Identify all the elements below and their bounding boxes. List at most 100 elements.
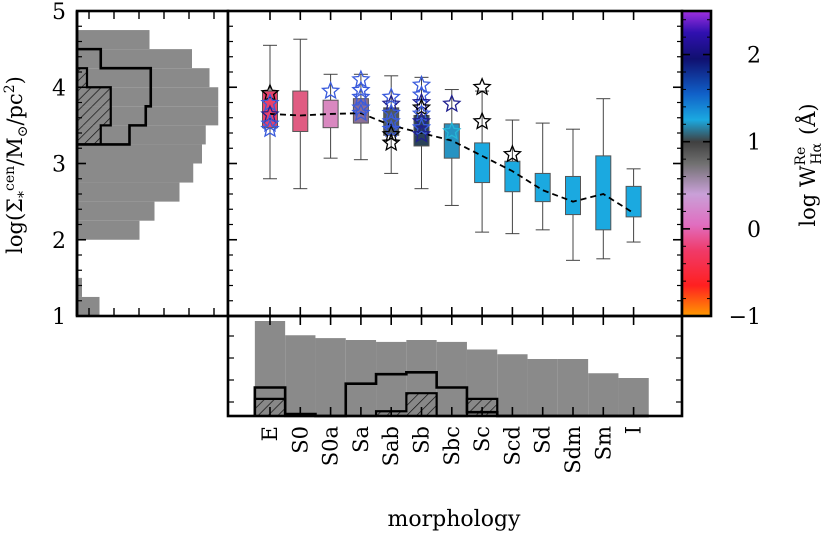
y-label-close: ) (3, 76, 27, 84)
left-hist-hatched-bar (77, 106, 111, 126)
outlier-star-Sab (381, 124, 401, 143)
box-iqr (565, 175, 581, 216)
left-hist-bar (77, 106, 219, 126)
x-tick-label: I (622, 426, 646, 434)
y-label-sun: ⊙ (15, 126, 31, 138)
left-hist-bar (77, 182, 180, 202)
bottom-hist-bar (497, 354, 528, 416)
outlier-star-E (260, 83, 280, 102)
y-label-mid: /M (3, 137, 27, 166)
box-iqr (595, 155, 612, 231)
y-label-tail: /pc (3, 93, 27, 125)
left-hist-bar (77, 68, 210, 88)
bottom-hist-bar (285, 335, 316, 416)
y-axis-label: log(Σ*cen/M⊙/pc2) (2, 76, 32, 254)
y-label-sub: * (16, 191, 32, 198)
box-Sd (534, 122, 551, 231)
bottom-hist-bar (436, 341, 467, 416)
outlier-star-Sab (381, 102, 401, 122)
left-hist-bar (77, 296, 100, 316)
cbar-label-prefix: log W (796, 165, 820, 226)
outlier-star-Sab (381, 93, 401, 113)
left-hist-bar (77, 125, 206, 145)
box-I (625, 168, 642, 243)
outlier-star-Sb (411, 124, 432, 143)
box-iqr (504, 160, 521, 193)
x-tick-label: Sa (349, 426, 373, 453)
box-iqr (625, 185, 642, 218)
x-axis-label: morphology (388, 507, 521, 532)
left-histogram-panel: 1 2 3 4 5 (52, 0, 230, 330)
y-tick-label: 4 (52, 76, 66, 101)
outlier-star-Sb (411, 117, 432, 136)
x-tick-label: Sdm (561, 426, 585, 474)
left-hist-bar (77, 49, 192, 69)
bottom-panel-frame (226, 314, 684, 418)
x-tick-label: Sab (379, 426, 403, 466)
y-tick-label: 1 (52, 305, 66, 330)
median-trend-line (269, 112, 635, 214)
outlier-star-Sb (411, 74, 432, 94)
outlier-star-E (260, 119, 280, 138)
outlier-star-S0a (320, 80, 341, 100)
box-Scd (504, 119, 521, 235)
outlier-star-E (260, 113, 280, 133)
box-Sm (595, 98, 612, 260)
box-Sdm (565, 128, 581, 261)
outlier-star-Sab (381, 86, 401, 106)
x-tick-label: Sm (591, 426, 615, 460)
box-S0 (292, 38, 309, 190)
left-hist-bar (77, 30, 150, 50)
bottom-hist-bar (345, 340, 377, 416)
cbar-label-sub: Hα (809, 142, 825, 164)
left-hist-hatched-bar (77, 87, 111, 107)
left-hist-bar (77, 220, 140, 240)
colorbar: −1 0 1 2 (680, 9, 761, 330)
y-tick-label: 2 (52, 229, 66, 254)
outlier-star-Sc (472, 77, 492, 96)
bottom-hist-bar (527, 359, 558, 416)
x-tick-label: Scd (500, 426, 524, 466)
y-label-sq: 2 (2, 84, 18, 93)
outlier-star-Sbc (442, 93, 462, 113)
outlier-star-E (260, 104, 280, 123)
left-hist-bar (77, 163, 194, 183)
y-label-prefix: log(Σ (3, 198, 27, 254)
left-hist-bar (77, 87, 219, 107)
outlier-star-Sa (351, 102, 371, 122)
outlier-star-Sa (351, 80, 371, 99)
x-tick-label: Sd (531, 426, 555, 454)
colorbar-label: log WReHα (Å) (793, 103, 825, 226)
colorbar-fill (680, 9, 713, 318)
x-tick-label: Sc (470, 426, 494, 452)
box-Sc (474, 90, 491, 233)
left-hist-hatched-bar (77, 68, 87, 88)
colorbar-tick-label: 0 (747, 218, 761, 243)
left-hist-bar (77, 144, 202, 164)
box-iqr (292, 90, 309, 132)
x-tick-label: Sbc (440, 426, 464, 466)
colorbar-tick-label: −1 (729, 305, 761, 330)
outlier-star-Sab (381, 132, 401, 152)
cbar-label-sup: Re (793, 147, 809, 166)
bottom-hist-hatched-bar (406, 393, 437, 416)
left-hist-hatched-bar (77, 125, 101, 145)
x-tick-label: E (258, 426, 282, 441)
colorbar-tick-label: 1 (747, 131, 761, 156)
colorbar-tick-label: 2 (747, 44, 761, 69)
y-tick-label: 5 (52, 0, 66, 25)
outlier-star-Scd (502, 144, 523, 163)
bottom-hist-bar (376, 341, 407, 416)
bottom-histogram-panel: E S0 S0a Sa Sab Sb Sbc Sc Scd Sd Sdm Sm I (226, 314, 684, 474)
outlier-star-Sbc (442, 121, 462, 140)
outlier-star-Sa (351, 97, 371, 117)
left-hist-bar (77, 201, 155, 221)
outlier-star-Sc (472, 111, 492, 130)
bottom-hist-bar (315, 338, 346, 416)
x-tick-label: Sb (410, 426, 434, 454)
box-iqr (534, 172, 551, 203)
x-tick-label: S0 (288, 426, 312, 454)
box-plot-panel (226, 9, 684, 318)
bottom-hist-bar (557, 359, 589, 416)
